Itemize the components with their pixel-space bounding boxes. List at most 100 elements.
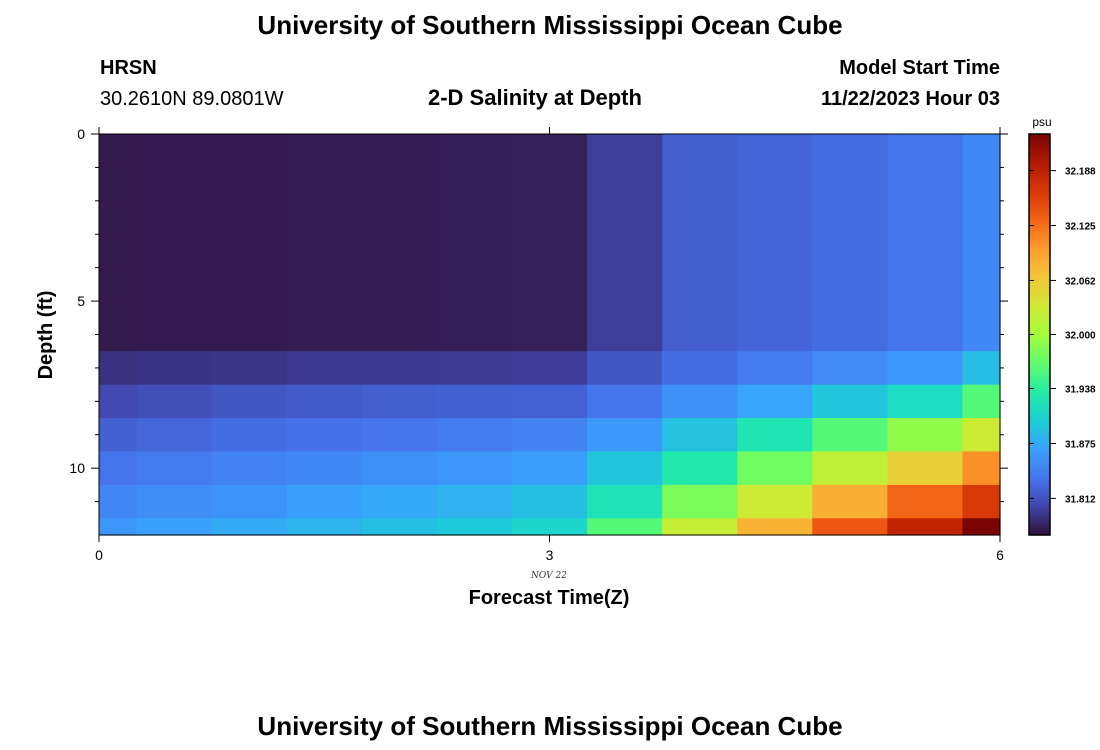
heatmap-cell: [587, 351, 663, 386]
heatmap-cell: [436, 351, 513, 386]
heatmap-cell: [962, 484, 1001, 519]
heatmap-cell: [812, 351, 888, 386]
heatmap-cell: [662, 418, 738, 453]
heatmap-cell: [587, 418, 663, 453]
heatmap-cell: [136, 384, 213, 419]
heatmap-cell: [737, 134, 813, 352]
heatmap-cell: [361, 484, 438, 519]
heatmap-cell: [962, 518, 1001, 536]
heatmap-cell: [662, 518, 738, 536]
heatmap-cell: [136, 518, 213, 536]
heatmap-cell: [812, 384, 888, 419]
heatmap-cell: [136, 484, 213, 519]
heatmap-cell: [587, 518, 663, 536]
heatmap-cell: [211, 134, 288, 352]
heatmap-cell: [361, 418, 438, 453]
heatmap-cell: [361, 134, 438, 352]
heatmap-cell: [136, 134, 213, 352]
heatmap-cell: [662, 384, 738, 419]
heatmap-cell: [99, 134, 138, 352]
heatmap-cell: [812, 418, 888, 453]
heatmap-cell: [662, 484, 738, 519]
heatmap-cell: [511, 351, 588, 386]
station-coords: 30.2610N 89.0801W: [100, 88, 284, 110]
colorbar: psu 31.812 31.875 31.938 32.000 32.062 32.125…: [1028, 115, 1096, 536]
station-name: HRSN: [100, 57, 157, 79]
y-axis-label: Depth (ft): [35, 291, 57, 380]
heatmap-cell: [436, 134, 513, 352]
page-title-bottom: University of Southern Mississippi Ocean…: [257, 711, 843, 741]
colorbar-tick-label: 31.938: [1065, 385, 1096, 396]
heatmap-cell: [511, 134, 588, 352]
heatmap-cell: [286, 451, 363, 486]
heatmap-cell: [812, 451, 888, 486]
heatmap-cell: [887, 451, 964, 486]
heatmap-cell: [962, 418, 1001, 453]
heatmap-cell: [511, 484, 588, 519]
heatmap-cell: [962, 351, 1001, 386]
heatmap-cell: [887, 518, 964, 536]
heatmap-cell: [737, 451, 813, 486]
heatmap-cell: [737, 384, 813, 419]
x-date-label: NOV 22: [530, 571, 567, 581]
heatmap-cell: [436, 418, 513, 453]
colorbar-tick-label: 32.188: [1065, 167, 1096, 178]
heatmap-cell: [737, 518, 813, 536]
colorbar-tick-label: 32.062: [1065, 276, 1096, 287]
heatmap-cell: [211, 418, 288, 453]
x-tick-label: 0: [95, 547, 103, 563]
heatmap-cell: [99, 384, 138, 419]
heatmap-cell: [99, 418, 138, 453]
heatmap-cell: [436, 384, 513, 419]
heatmap-cells: [99, 134, 1001, 536]
heatmap-cell: [887, 484, 964, 519]
x-tick-label: 6: [996, 547, 1004, 563]
heatmap-cell: [887, 351, 964, 386]
heatmap-cell: [662, 451, 738, 486]
colorbar-tick-label: 31.812: [1065, 494, 1096, 505]
chart-title: 2-D Salinity at Depth: [428, 85, 642, 110]
heatmap-cell: [511, 518, 588, 536]
heatmap-cell: [511, 451, 588, 486]
heatmap-cell: [211, 384, 288, 419]
heatmap-cell: [587, 451, 663, 486]
x-axis-label: Forecast Time(Z): [469, 587, 630, 609]
model-start-label: Model Start Time: [839, 57, 1000, 79]
heatmap-cell: [662, 134, 738, 352]
y-tick-label: 5: [77, 293, 85, 309]
colorbar-tick-label: 32.000: [1065, 331, 1096, 342]
heatmap-cell: [812, 134, 888, 352]
heatmap-cell: [887, 384, 964, 419]
heatmap-cell: [286, 484, 363, 519]
heatmap-cell: [136, 351, 213, 386]
heatmap-cell: [286, 134, 363, 352]
heatmap-cell: [99, 518, 138, 536]
heatmap-cell: [286, 418, 363, 453]
page-title-top: University of Southern Mississippi Ocean…: [257, 10, 843, 40]
heatmap-cell: [361, 384, 438, 419]
heatmap-cell: [812, 518, 888, 536]
heatmap-cell: [587, 484, 663, 519]
model-start-value: 11/22/2023 Hour 03: [820, 88, 1000, 110]
colorbar-tick-label: 31.875: [1065, 439, 1096, 450]
heatmap-cell: [962, 451, 1001, 486]
heatmap-cell: [286, 518, 363, 536]
heatmap-cell: [436, 518, 513, 536]
heatmap-cell: [286, 351, 363, 386]
heatmap-cell: [587, 384, 663, 419]
heatmap-cell: [962, 134, 1001, 352]
heatmap-cell: [136, 418, 213, 453]
x-tick-label: 3: [546, 547, 554, 563]
heatmap-cell: [737, 351, 813, 386]
heatmap-cell: [136, 451, 213, 486]
heatmap-cell: [436, 484, 513, 519]
heatmap-cell: [211, 351, 288, 386]
heatmap-cell: [361, 451, 438, 486]
colorbar-units: psu: [1032, 115, 1051, 129]
heatmap-cell: [737, 418, 813, 453]
heatmap-cell: [211, 518, 288, 536]
heatmap-cell: [511, 384, 588, 419]
heatmap-cell: [587, 134, 663, 352]
heatmap-cell: [99, 351, 138, 386]
